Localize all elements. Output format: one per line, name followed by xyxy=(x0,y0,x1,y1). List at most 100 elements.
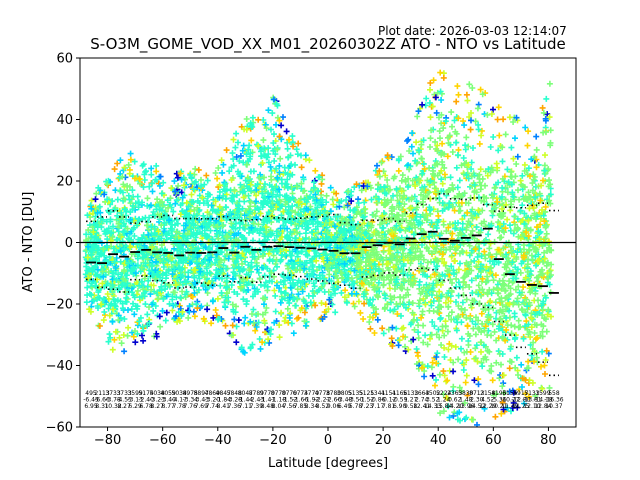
scatter-point xyxy=(253,192,260,199)
scatter-point xyxy=(204,177,211,184)
scatter-point xyxy=(259,190,266,197)
scatter-point xyxy=(306,157,313,164)
scatter-point xyxy=(303,215,310,222)
scatter-point xyxy=(547,191,554,198)
scatter-point xyxy=(410,150,416,157)
scatter-point xyxy=(415,335,422,342)
scatter-point xyxy=(127,150,134,157)
scatter-point xyxy=(228,164,235,171)
scatter-point xyxy=(412,183,419,190)
scatter-point xyxy=(204,306,211,313)
scatter-point xyxy=(395,204,402,211)
scatter-point xyxy=(463,357,470,364)
scatter-point xyxy=(449,182,456,189)
scatter-point xyxy=(473,263,480,270)
scatter-point xyxy=(341,266,348,273)
scatter-point xyxy=(367,325,374,332)
scatter-point xyxy=(466,284,473,290)
scatter-point xyxy=(472,321,479,328)
scatter-point xyxy=(449,149,456,155)
scatter-point xyxy=(391,306,398,313)
scatter-point xyxy=(548,261,555,268)
scatter-point xyxy=(210,314,217,321)
scatter-point xyxy=(333,190,340,197)
scatter-point xyxy=(125,307,131,313)
scatter-point xyxy=(105,269,112,276)
scatter-point xyxy=(160,202,167,209)
scatter-point xyxy=(307,203,314,210)
scatter-point xyxy=(262,309,269,316)
scatter-point xyxy=(510,399,517,406)
scatter-point xyxy=(131,233,138,239)
scatter-point xyxy=(385,326,392,333)
scatter-point xyxy=(503,264,510,271)
scatter-point xyxy=(455,146,462,153)
scatter-point xyxy=(218,289,225,296)
scatter-point xyxy=(374,162,380,169)
scatter-point xyxy=(437,69,444,76)
scatter-point xyxy=(259,160,266,166)
scatter-point xyxy=(543,95,550,102)
scatter-point xyxy=(194,197,201,204)
scatter-point xyxy=(441,354,448,360)
scatter-point xyxy=(314,204,321,211)
scatter-point xyxy=(508,408,514,415)
scatter-point xyxy=(284,305,291,312)
scatter-point xyxy=(540,258,546,265)
scatter-point xyxy=(494,281,501,288)
scatter-point xyxy=(246,142,253,149)
scatter-point xyxy=(424,265,431,272)
scatter-point xyxy=(247,168,254,175)
chart-title: S-O3M_GOME_VOD_XX_M01_20260302Z ATO - NT… xyxy=(90,35,566,54)
scatter-point xyxy=(519,202,526,209)
scatter-point xyxy=(234,291,241,297)
scatter-point xyxy=(465,200,472,207)
scatter-point xyxy=(443,378,450,385)
scatter-point xyxy=(295,314,302,321)
scatter-point xyxy=(445,312,452,319)
scatter-point xyxy=(192,165,199,172)
scatter-point xyxy=(83,299,90,306)
scatter-point xyxy=(481,405,488,412)
scatter-point xyxy=(278,288,284,295)
scatter-point xyxy=(299,223,306,230)
scatter-point xyxy=(244,161,250,168)
scatter-point xyxy=(98,240,105,247)
scatter-point xyxy=(446,414,453,421)
scatter-point xyxy=(240,159,247,166)
scatter-point xyxy=(288,320,295,327)
scatter-point xyxy=(394,311,401,317)
scatter-point xyxy=(261,317,268,324)
scatter-point xyxy=(357,309,364,316)
scatter-point xyxy=(265,151,272,157)
scatter-point xyxy=(536,242,543,249)
scatter-point xyxy=(134,287,141,294)
scatter-point xyxy=(455,91,462,98)
scatter-point xyxy=(460,284,466,291)
scatter-point xyxy=(541,162,548,169)
scatter-point xyxy=(486,245,493,252)
scatter-point xyxy=(450,359,457,366)
scatter-point xyxy=(253,187,260,193)
scatter-point xyxy=(230,136,237,143)
scatter-point xyxy=(471,377,478,384)
scatter-point xyxy=(479,320,486,327)
scatter-point xyxy=(482,279,489,286)
scatter-point xyxy=(222,294,229,301)
scatter-point xyxy=(433,376,439,383)
scatter-point xyxy=(328,278,335,284)
scatter-point xyxy=(139,332,145,339)
scatter-point xyxy=(111,166,118,173)
scatter-point xyxy=(533,133,540,140)
scatter-point xyxy=(444,153,451,160)
scatter-point xyxy=(233,130,240,137)
scatter-point xyxy=(521,400,527,407)
scatter-point xyxy=(467,126,474,133)
scatter-point xyxy=(299,278,306,285)
scatter-point xyxy=(271,131,277,138)
scatter-point xyxy=(408,143,415,150)
scatter-point xyxy=(238,184,245,191)
scatter-point xyxy=(129,187,136,194)
scatter-point xyxy=(146,183,153,190)
scatter-point xyxy=(270,147,277,154)
